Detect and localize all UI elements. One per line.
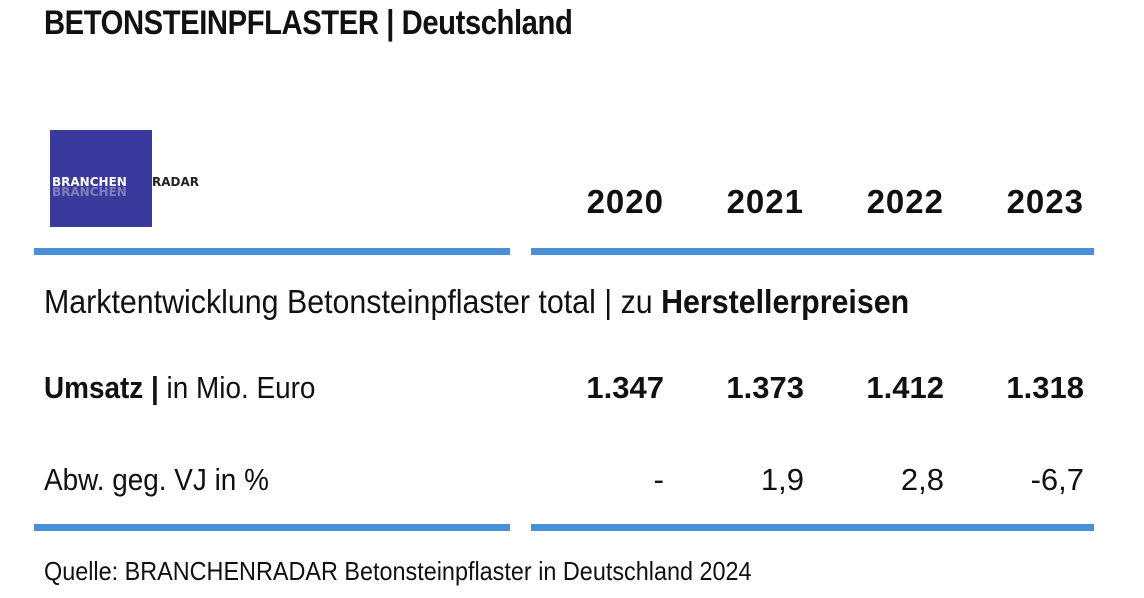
source-note: Quelle: BRANCHENRADAR Betonsteinpflaster… <box>44 556 752 586</box>
cell-abw-2022: 2,8 <box>900 462 944 497</box>
table-heading-main: Marktentwicklung Betonsteinpflaster tota… <box>44 283 662 320</box>
cell-umsatz-2020: 1.347 <box>586 370 664 405</box>
cell-abw-2021: 1,9 <box>760 462 804 497</box>
row-label-umsatz-bold: Umsatz | <box>44 370 159 405</box>
column-header-2022: 2022 <box>866 183 944 220</box>
row-label-abweichung: Abw. geg. VJ in % <box>44 462 269 497</box>
cell-abw-2020: - <box>653 462 664 497</box>
page-title: BETONSTEINPFLASTER | Deutschland <box>44 4 573 42</box>
column-header-2020: 2020 <box>586 183 664 220</box>
logo-ghost-text: BRANCHEN <box>52 185 127 199</box>
row-label-umsatz: Umsatz | in Mio. Euro <box>44 370 315 406</box>
header-rule-left <box>34 248 510 255</box>
table-heading: Marktentwicklung Betonsteinpflaster tota… <box>44 283 909 321</box>
branchenradar-logo: BRANCHEN BRANCHEN <box>50 130 152 227</box>
logo-text-radar: RADAR <box>152 175 200 189</box>
column-header-2023: 2023 <box>1006 183 1084 220</box>
header-rule-right <box>531 248 1094 255</box>
cell-umsatz-2021: 1.373 <box>726 370 804 405</box>
cell-umsatz-2022: 1.412 <box>866 370 944 405</box>
logo-text-branchen: BRANCHEN <box>52 175 127 189</box>
cell-abw-2023: -6,7 <box>1030 462 1084 497</box>
row-label-umsatz-rest: in Mio. Euro <box>158 370 316 405</box>
table-heading-bold: Herstellerpreisen <box>661 283 910 320</box>
footer-rule-right <box>531 524 1094 531</box>
cell-umsatz-2023: 1.318 <box>1006 370 1084 405</box>
footer-rule-left <box>34 524 510 531</box>
column-header-2021: 2021 <box>726 183 804 220</box>
